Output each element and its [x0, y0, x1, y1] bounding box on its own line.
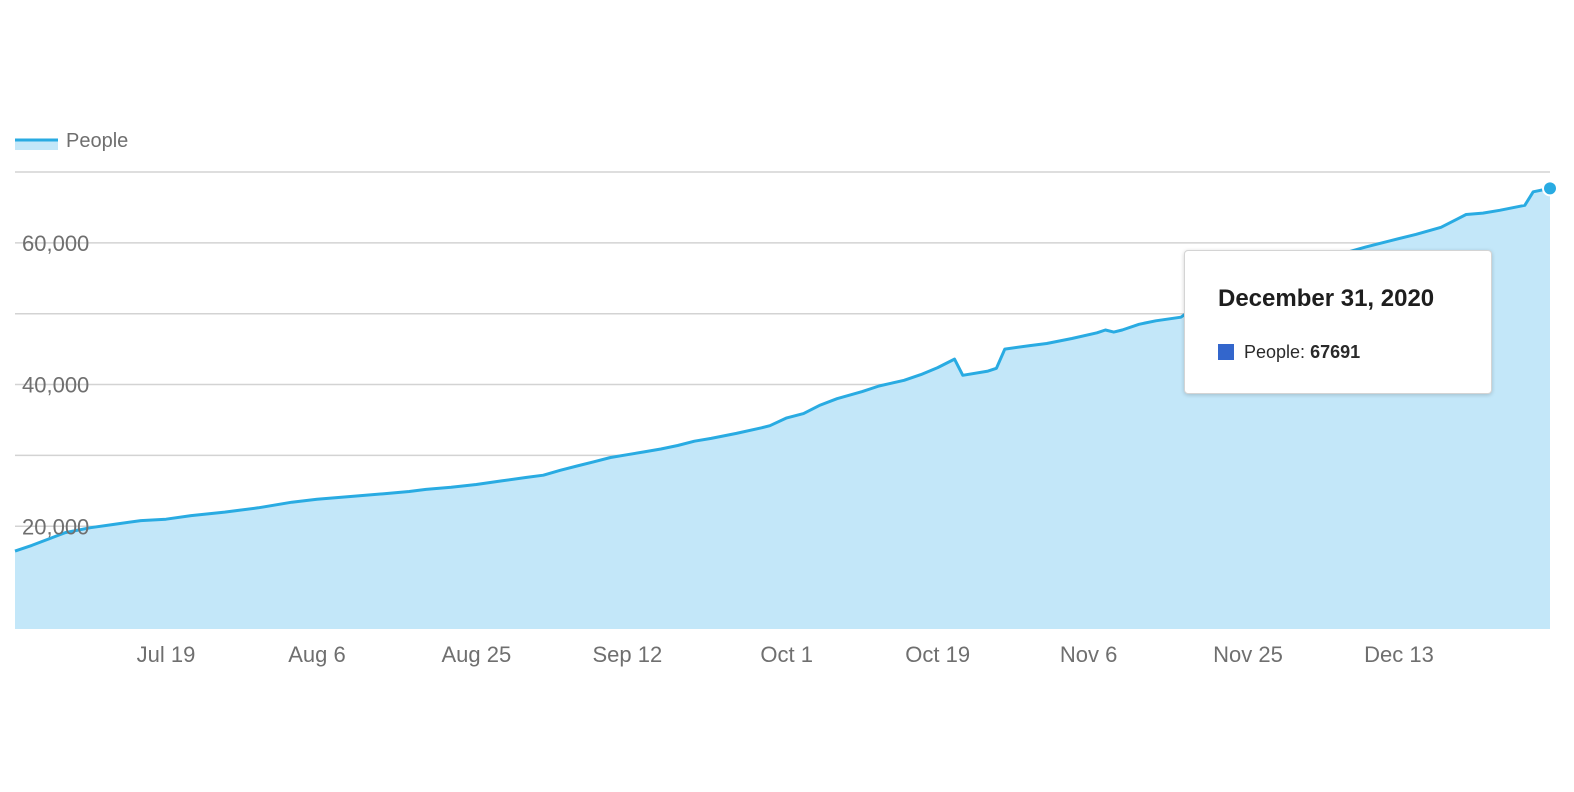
data-point[interactable] — [524, 474, 530, 480]
data-point[interactable] — [557, 467, 563, 473]
y-tick-label: 40,000 — [22, 373, 89, 398]
legend[interactable]: People — [15, 130, 128, 152]
data-point[interactable] — [473, 481, 479, 487]
data-point[interactable] — [691, 438, 697, 444]
data-point[interactable] — [12, 548, 18, 554]
tooltip: December 31, 2020 People: 67691 — [1184, 250, 1492, 394]
data-point[interactable] — [1111, 329, 1117, 335]
data-point[interactable] — [1455, 216, 1461, 222]
data-point[interactable] — [767, 423, 773, 429]
data-point[interactable] — [918, 372, 924, 378]
data-point[interactable] — [935, 365, 941, 371]
data-point[interactable] — [624, 452, 630, 458]
tooltip-swatch — [1218, 344, 1234, 360]
data-point[interactable] — [834, 396, 840, 402]
tooltip-series-label: People: — [1244, 341, 1306, 362]
data-point[interactable] — [1463, 212, 1469, 218]
tooltip-row: People: 67691 — [1218, 342, 1360, 362]
data-point[interactable] — [113, 521, 119, 527]
data-point[interactable] — [800, 411, 806, 417]
x-tick-label: Nov 6 — [1060, 642, 1117, 667]
x-tick-label: Aug 25 — [441, 642, 511, 667]
data-point[interactable] — [163, 516, 169, 522]
y-tick-label: 60,000 — [22, 231, 89, 256]
data-point[interactable] — [540, 472, 546, 478]
data-point[interactable] — [1438, 224, 1444, 230]
data-point[interactable] — [314, 496, 320, 502]
data-point[interactable] — [1069, 336, 1075, 342]
legend-label: People — [66, 130, 128, 152]
data-point[interactable] — [759, 425, 765, 431]
data-point[interactable] — [859, 389, 865, 395]
data-point[interactable] — [658, 446, 664, 452]
x-tick-label: Oct 19 — [905, 642, 970, 667]
data-point[interactable] — [1388, 238, 1394, 244]
x-axis-labels: Jul 19 Aug 6 Aug 25 Sep 12 Oct 1 Oct 19 Nov 6 N… — [137, 642, 1434, 667]
data-point[interactable] — [591, 459, 597, 465]
x-tick-label: Aug 6 — [288, 642, 346, 667]
tooltip-value: 67691 — [1310, 341, 1361, 362]
data-point[interactable] — [1522, 202, 1528, 208]
data-point[interactable] — [1136, 321, 1142, 327]
data-point[interactable] — [1102, 327, 1108, 333]
data-point[interactable] — [876, 383, 882, 389]
data-point[interactable] — [1497, 207, 1503, 213]
legend-swatch-fill — [15, 140, 58, 150]
data-point[interactable] — [1480, 210, 1486, 216]
y-tick-label: 20,000 — [22, 514, 89, 539]
data-point[interactable] — [499, 478, 505, 484]
data-point[interactable] — [138, 518, 144, 524]
data-point[interactable] — [1044, 340, 1050, 346]
data-point[interactable] — [1094, 330, 1100, 336]
data-point[interactable] — [675, 442, 681, 448]
data-point[interactable] — [1119, 327, 1125, 333]
data-point[interactable] — [255, 505, 261, 511]
data-point[interactable] — [423, 486, 429, 492]
data-point[interactable] — [784, 415, 790, 421]
data-point[interactable] — [448, 484, 454, 490]
data-point[interactable] — [1153, 318, 1159, 324]
data-point[interactable] — [1002, 346, 1008, 352]
data-point[interactable] — [348, 494, 354, 500]
data-point[interactable] — [641, 449, 647, 455]
x-tick-label: Sep 12 — [592, 642, 662, 667]
data-point[interactable] — [222, 509, 228, 515]
data-point[interactable] — [708, 435, 714, 441]
x-tick-label: Dec 13 — [1364, 642, 1434, 667]
data-point[interactable] — [1027, 343, 1033, 349]
tooltip-title: December 31, 2020 — [1218, 285, 1435, 312]
data-point[interactable] — [574, 463, 580, 469]
x-tick-label: Oct 1 — [760, 642, 813, 667]
data-point[interactable] — [406, 489, 412, 495]
x-tick-label: Nov 25 — [1213, 642, 1283, 667]
data-point[interactable] — [960, 372, 966, 378]
data-point[interactable] — [1530, 189, 1536, 195]
data-point[interactable] — [733, 430, 739, 436]
data-point[interactable] — [951, 356, 957, 362]
data-point[interactable] — [901, 377, 907, 383]
data-point[interactable] — [817, 402, 823, 408]
data-point[interactable] — [381, 491, 387, 497]
data-point[interactable] — [29, 542, 35, 548]
y-axis-labels: 20,000 40,000 60,000 — [22, 231, 89, 539]
data-point[interactable] — [1413, 231, 1419, 237]
data-point[interactable] — [608, 455, 614, 461]
x-tick-label: Jul 19 — [137, 642, 196, 667]
active-data-point[interactable] — [1542, 180, 1558, 197]
data-point[interactable] — [993, 365, 999, 371]
series-area — [15, 188, 1550, 629]
data-point[interactable] — [985, 368, 991, 374]
data-point[interactable] — [188, 513, 194, 519]
area-fill — [15, 188, 1550, 629]
data-point[interactable] — [289, 499, 295, 505]
